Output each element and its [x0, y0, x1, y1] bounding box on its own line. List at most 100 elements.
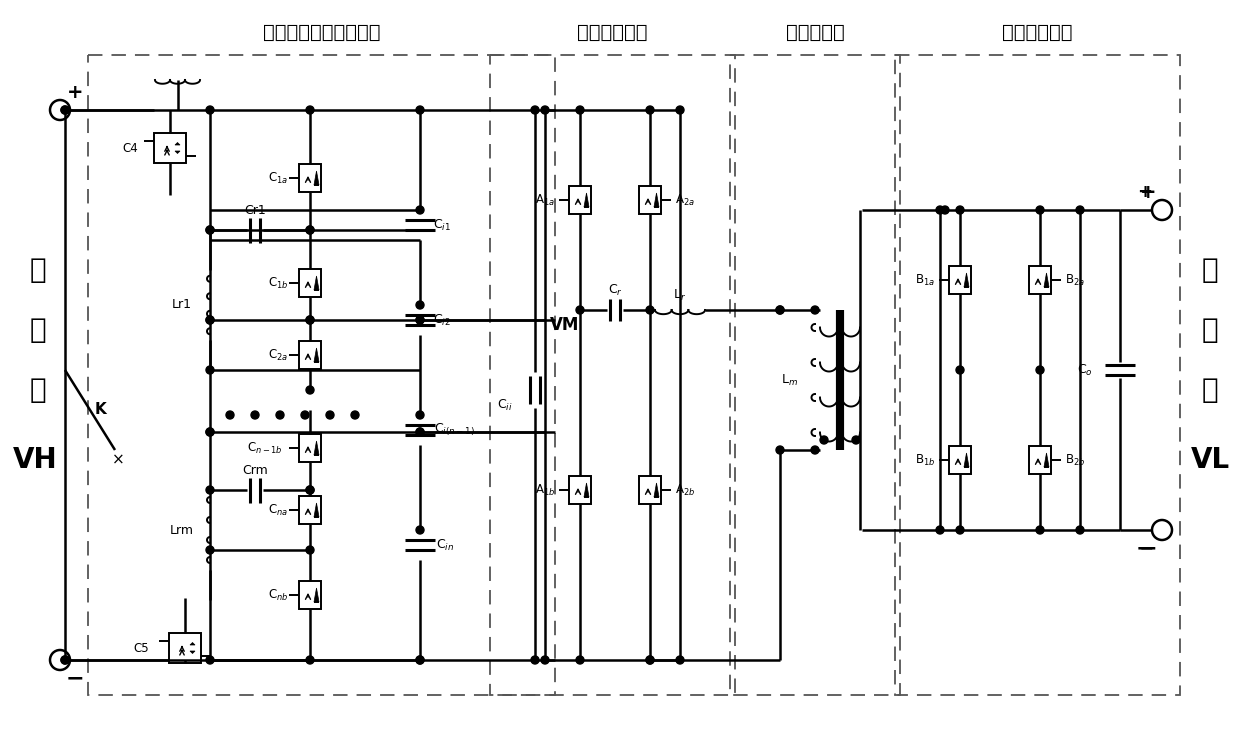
Circle shape	[306, 316, 314, 324]
Circle shape	[206, 316, 215, 324]
Text: 高压侧换流器: 高压侧换流器	[578, 23, 647, 42]
Circle shape	[531, 656, 539, 664]
Circle shape	[646, 656, 653, 664]
Bar	[895, 55, 1180, 695]
Circle shape	[206, 226, 215, 234]
Polygon shape	[190, 643, 195, 645]
Circle shape	[776, 306, 784, 314]
Text: C$_{2a}$: C$_{2a}$	[268, 347, 288, 363]
Circle shape	[206, 106, 215, 114]
Circle shape	[676, 106, 684, 114]
Circle shape	[206, 366, 215, 374]
Text: C$_{n-1b}$: C$_{n-1b}$	[247, 441, 283, 455]
Text: L$_m$: L$_m$	[781, 373, 799, 387]
Polygon shape	[653, 483, 658, 497]
Text: A$_{1a}$: A$_{1a}$	[534, 192, 556, 208]
Text: C4: C4	[122, 142, 138, 154]
Circle shape	[941, 206, 949, 214]
Circle shape	[206, 428, 215, 436]
Text: C$_{i(n-1)}$: C$_{i(n-1)}$	[434, 422, 476, 438]
Circle shape	[306, 486, 314, 494]
Circle shape	[206, 428, 215, 436]
Circle shape	[541, 656, 549, 664]
Circle shape	[811, 306, 818, 314]
Text: Crm: Crm	[242, 463, 268, 477]
Bar	[490, 55, 735, 695]
Polygon shape	[314, 588, 319, 602]
Circle shape	[306, 226, 314, 234]
Bar	[569, 476, 591, 504]
Text: Lrm: Lrm	[170, 523, 193, 537]
Circle shape	[61, 656, 69, 664]
Polygon shape	[963, 453, 968, 467]
Bar	[169, 633, 201, 663]
Text: A$_{1b}$: A$_{1b}$	[534, 482, 556, 498]
Polygon shape	[314, 503, 319, 517]
Circle shape	[351, 411, 360, 419]
Polygon shape	[190, 651, 195, 654]
Text: C$_o$: C$_o$	[1078, 363, 1092, 377]
Circle shape	[61, 106, 69, 114]
Circle shape	[852, 436, 861, 444]
Circle shape	[646, 306, 653, 314]
Polygon shape	[314, 171, 319, 185]
Text: A$_{2b}$: A$_{2b}$	[675, 482, 696, 498]
Circle shape	[936, 526, 944, 534]
Circle shape	[277, 411, 284, 419]
Text: C$_{i1}$: C$_{i1}$	[433, 217, 451, 232]
Text: C$_{1b}$: C$_{1b}$	[268, 276, 288, 290]
Circle shape	[306, 386, 314, 394]
Text: C$_{nb}$: C$_{nb}$	[268, 588, 288, 602]
Text: L$_r$: L$_r$	[673, 287, 687, 303]
Circle shape	[61, 656, 69, 664]
Text: 压: 压	[1202, 316, 1219, 344]
Polygon shape	[653, 193, 658, 207]
Circle shape	[206, 226, 215, 234]
Text: C$_{na}$: C$_{na}$	[268, 502, 288, 518]
Text: C$_{i2}$: C$_{i2}$	[433, 312, 451, 327]
Text: VH: VH	[12, 446, 57, 474]
Circle shape	[301, 411, 309, 419]
Text: VL: VL	[1190, 446, 1230, 474]
Circle shape	[206, 316, 215, 324]
Circle shape	[61, 106, 69, 114]
Text: 低压侧换流器: 低压侧换流器	[1002, 23, 1073, 42]
Bar	[569, 186, 591, 214]
Bar	[730, 55, 900, 695]
Polygon shape	[175, 143, 180, 145]
Text: +: +	[1140, 183, 1156, 202]
Text: 高频变压器: 高频变压器	[786, 23, 844, 42]
Circle shape	[1076, 526, 1084, 534]
Bar	[299, 341, 321, 369]
Polygon shape	[584, 193, 589, 207]
Bar	[1029, 446, 1052, 474]
Circle shape	[1035, 366, 1044, 374]
Polygon shape	[1044, 453, 1049, 467]
Circle shape	[415, 316, 424, 324]
Circle shape	[415, 411, 424, 419]
Text: C$_{1a}$: C$_{1a}$	[268, 170, 288, 186]
Circle shape	[676, 656, 684, 664]
Text: K: K	[94, 403, 105, 417]
Bar	[639, 476, 661, 504]
Circle shape	[415, 656, 424, 664]
Circle shape	[776, 446, 784, 454]
Bar	[639, 186, 661, 214]
Circle shape	[956, 366, 963, 374]
Text: B$_{1a}$: B$_{1a}$	[915, 273, 935, 287]
Polygon shape	[314, 348, 319, 362]
Circle shape	[415, 106, 424, 114]
Circle shape	[206, 656, 215, 664]
Bar	[1029, 266, 1052, 294]
Circle shape	[326, 411, 334, 419]
Polygon shape	[584, 483, 589, 497]
Circle shape	[956, 206, 963, 214]
Bar	[299, 496, 321, 524]
Circle shape	[206, 486, 215, 494]
Circle shape	[306, 316, 314, 324]
Text: −: −	[1138, 538, 1157, 558]
Circle shape	[936, 206, 944, 214]
Circle shape	[415, 301, 424, 309]
Text: VM: VM	[551, 316, 579, 334]
Circle shape	[1035, 526, 1044, 534]
